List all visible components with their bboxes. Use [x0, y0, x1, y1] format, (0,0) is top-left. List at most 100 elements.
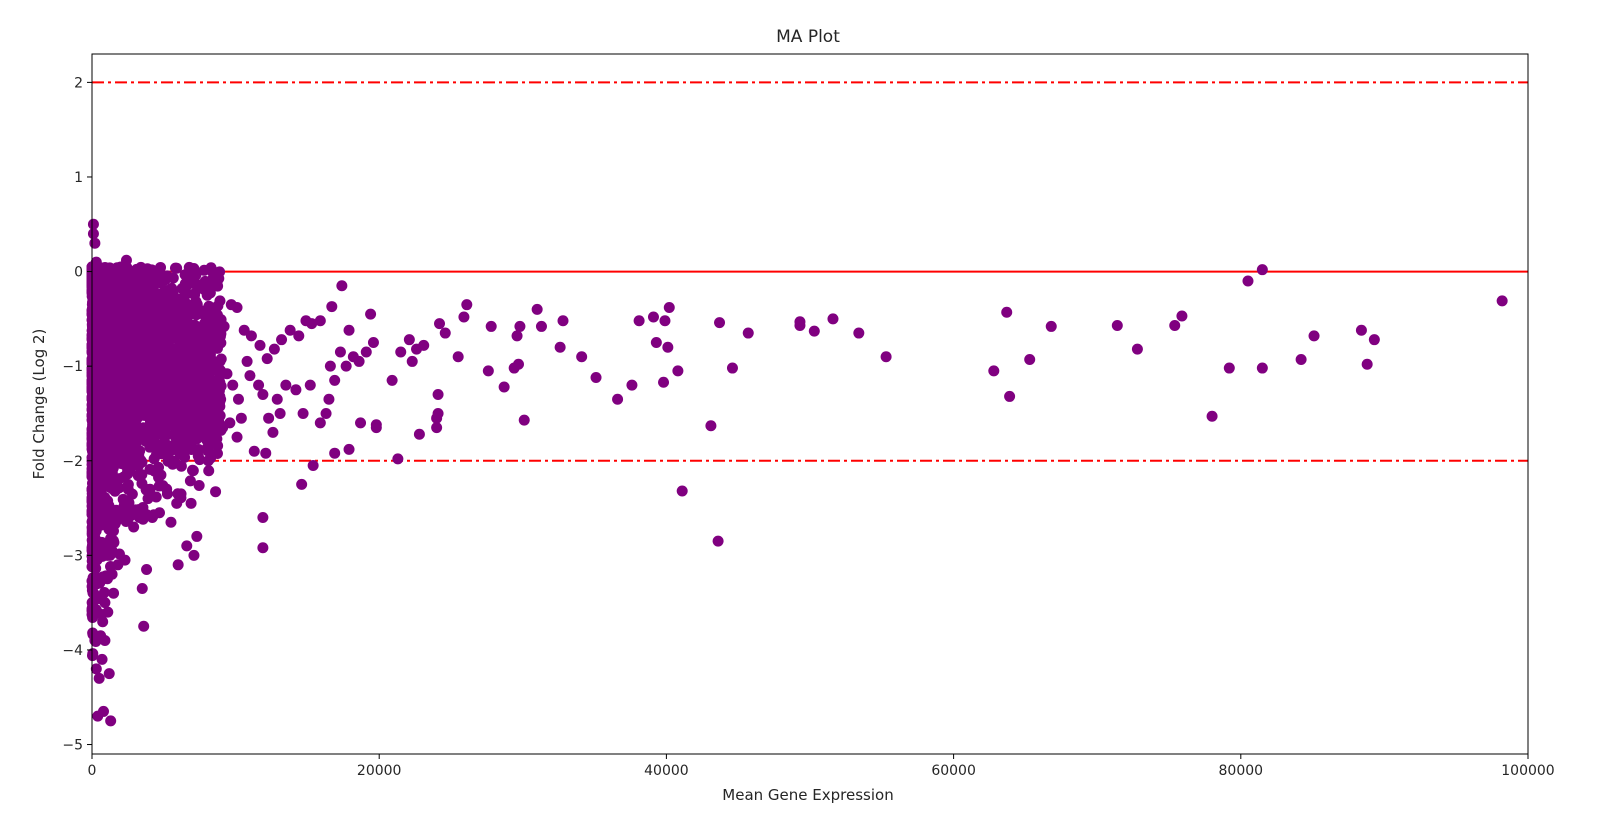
scatter-point [511, 330, 523, 342]
scatter-point [110, 326, 122, 338]
scatter-point [439, 327, 451, 339]
scatter-point [122, 502, 134, 514]
scatter-point [221, 368, 233, 380]
x-tick-label: 20000 [357, 763, 402, 779]
scatter-point [93, 672, 105, 684]
scatter-point [90, 464, 102, 476]
scatter-point [117, 299, 129, 311]
scatter-point [97, 356, 109, 368]
scatter-point [271, 393, 283, 405]
scatter-point [231, 431, 243, 443]
scatter-point [224, 417, 236, 429]
scatter-point [137, 502, 149, 514]
scatter-point [203, 358, 215, 370]
scatter-point [225, 299, 237, 311]
scatter-point [676, 485, 688, 497]
scatter-point [365, 308, 377, 320]
scatter-point [141, 404, 153, 416]
scatter-point [175, 488, 187, 500]
y-tick-label: 1 [74, 170, 83, 186]
scatter-point [159, 325, 171, 337]
scatter-point [360, 346, 372, 358]
scatter-point [194, 419, 206, 431]
scatter-point [647, 311, 659, 323]
scatter-point [576, 351, 588, 363]
scatter-point [159, 350, 171, 362]
scatter-point [179, 402, 191, 414]
scatter-point [167, 343, 179, 355]
y-axis-label: Fold Change (Log 2) [30, 329, 48, 480]
scatter-point [117, 420, 129, 432]
scatter-point [320, 407, 332, 419]
scatter-point [205, 315, 217, 327]
y-tick-label: −1 [62, 359, 83, 375]
scatter-point [853, 327, 865, 339]
scatter-point [127, 429, 139, 441]
scatter-point [166, 455, 178, 467]
scatter-point [290, 384, 302, 396]
x-tick-label: 60000 [931, 763, 976, 779]
reference-lines [92, 81, 1528, 462]
scatter-point [403, 334, 415, 346]
scatter-point [554, 341, 566, 353]
scatter-point [92, 493, 104, 505]
scatter-point [88, 275, 100, 287]
scatter-point [155, 427, 167, 439]
scatter-point [161, 270, 173, 282]
scatter-point [192, 450, 204, 462]
scatter-point [202, 445, 214, 457]
scatter-point [181, 353, 193, 365]
scatter-point [1131, 343, 1143, 355]
scatter-point [177, 417, 189, 429]
scatter-point [136, 582, 148, 594]
scatter-point [87, 444, 99, 456]
scatter-point [184, 475, 196, 487]
scatter-point [307, 459, 319, 471]
scatter-point [133, 390, 145, 402]
x-tick-label: 100000 [1501, 763, 1554, 779]
scatter-point [177, 371, 189, 383]
scatter-point [742, 327, 754, 339]
scatter-point [260, 447, 272, 459]
scatter-point [203, 465, 215, 477]
scatter-point [156, 362, 168, 374]
scatter-point [355, 417, 367, 429]
y-tick-label: −3 [62, 548, 83, 564]
scatter-point [1024, 354, 1036, 366]
scatter-point [663, 302, 675, 314]
scatter-point [135, 320, 147, 332]
scatter-point [108, 430, 120, 442]
scatter-point [168, 353, 180, 365]
scatter-point [87, 360, 99, 372]
scatter-point [155, 469, 167, 481]
scatter-point [714, 317, 726, 329]
scatter-point [297, 407, 309, 419]
scatter-point [182, 379, 194, 391]
scatter-point [90, 549, 102, 561]
scatter-point [257, 389, 269, 401]
scatter-point [304, 379, 316, 391]
scatter-point [100, 390, 112, 402]
x-tick-label: 0 [88, 763, 97, 779]
scatter-point [171, 262, 183, 274]
scatter-point [128, 266, 140, 278]
scatter-point [214, 355, 226, 367]
scatter-point [1256, 362, 1268, 374]
scatter-point [100, 410, 112, 422]
scatter-point [178, 445, 190, 457]
scatter-point [141, 564, 153, 576]
scatter-point [257, 512, 269, 524]
scatter-point [153, 507, 165, 519]
scatter-point [296, 478, 308, 490]
scatter-point [105, 287, 117, 299]
scatter-point [314, 417, 326, 429]
scatter-point [535, 320, 547, 332]
scatter-point [343, 324, 355, 336]
scatter-point [323, 393, 335, 405]
scatter-point [280, 379, 292, 391]
scatter-point [99, 634, 111, 646]
scatter-point [633, 315, 645, 327]
scatter-point [1111, 319, 1123, 331]
scatter-point [135, 454, 147, 466]
